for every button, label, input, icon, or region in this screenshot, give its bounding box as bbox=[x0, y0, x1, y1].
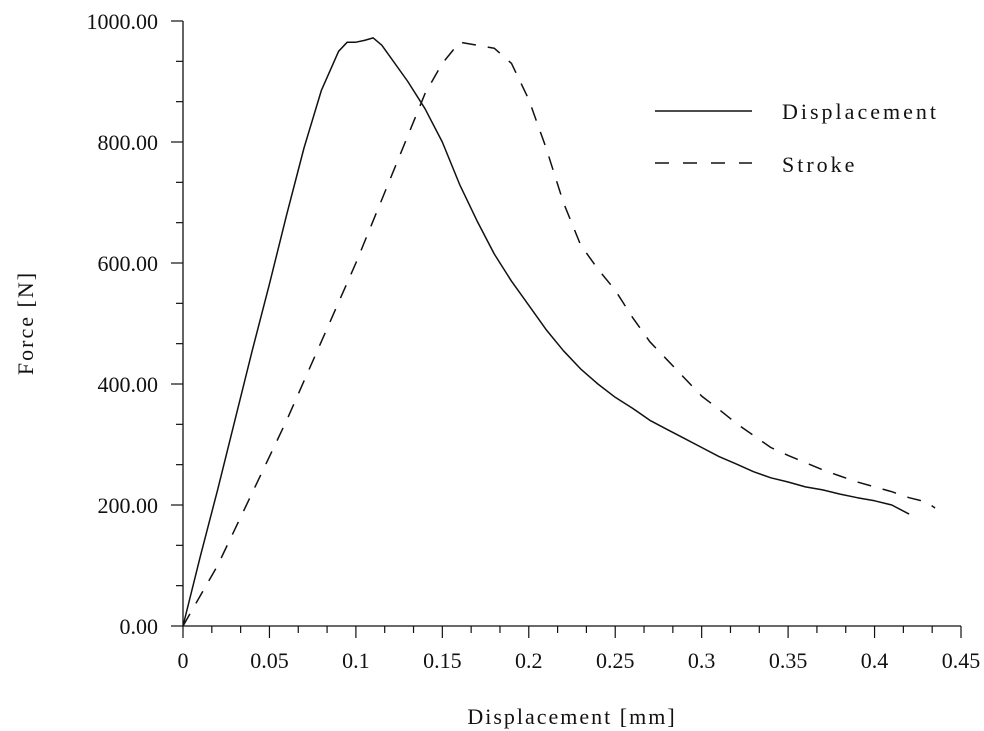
legend: Displacement Stroke bbox=[655, 99, 939, 177]
y-tick-label: 1000.00 bbox=[87, 9, 159, 34]
series-line-stroke bbox=[182, 41, 936, 627]
legend-label-displacement: Displacement bbox=[782, 99, 939, 124]
series-layer bbox=[182, 37, 936, 627]
x-tick-label: 0.05 bbox=[250, 648, 289, 673]
x-tick-label: 0.15 bbox=[423, 648, 462, 673]
x-tick-label: 0.45 bbox=[942, 648, 981, 673]
y-axis-title: Force [N] bbox=[13, 271, 38, 375]
x-tick-label: 0.2 bbox=[515, 648, 543, 673]
y-axis-ticks: 0.00 200.00 400.00 600.00 800.00 1000.00 bbox=[87, 9, 183, 639]
y-tick-label: 400.00 bbox=[98, 372, 159, 397]
x-tick-label: 0 bbox=[178, 648, 189, 673]
x-axis-ticks: 0 0.05 0.1 0.15 0.2 0.25 0.3 0.35 0.4 0.45 bbox=[178, 626, 981, 673]
axes: 0 0.05 0.1 0.15 0.2 0.25 0.3 0.35 0.4 0.45 0.00 20… bbox=[87, 9, 981, 673]
y-tick-label: 800.00 bbox=[98, 130, 159, 155]
x-tick-label: 0.4 bbox=[861, 648, 889, 673]
y-tick-label: 200.00 bbox=[98, 493, 159, 518]
x-tick-label: 0.1 bbox=[342, 648, 370, 673]
x-tick-label: 0.35 bbox=[769, 648, 808, 673]
legend-label-stroke: Stroke bbox=[782, 152, 857, 177]
x-tick-label: 0.3 bbox=[688, 648, 716, 673]
x-axis-title: Displacement [mm] bbox=[467, 704, 676, 729]
y-tick-label: 600.00 bbox=[98, 251, 159, 276]
y-tick-label: 0.00 bbox=[120, 614, 159, 639]
series-line-displacement bbox=[182, 37, 910, 627]
x-tick-label: 0.25 bbox=[596, 648, 635, 673]
